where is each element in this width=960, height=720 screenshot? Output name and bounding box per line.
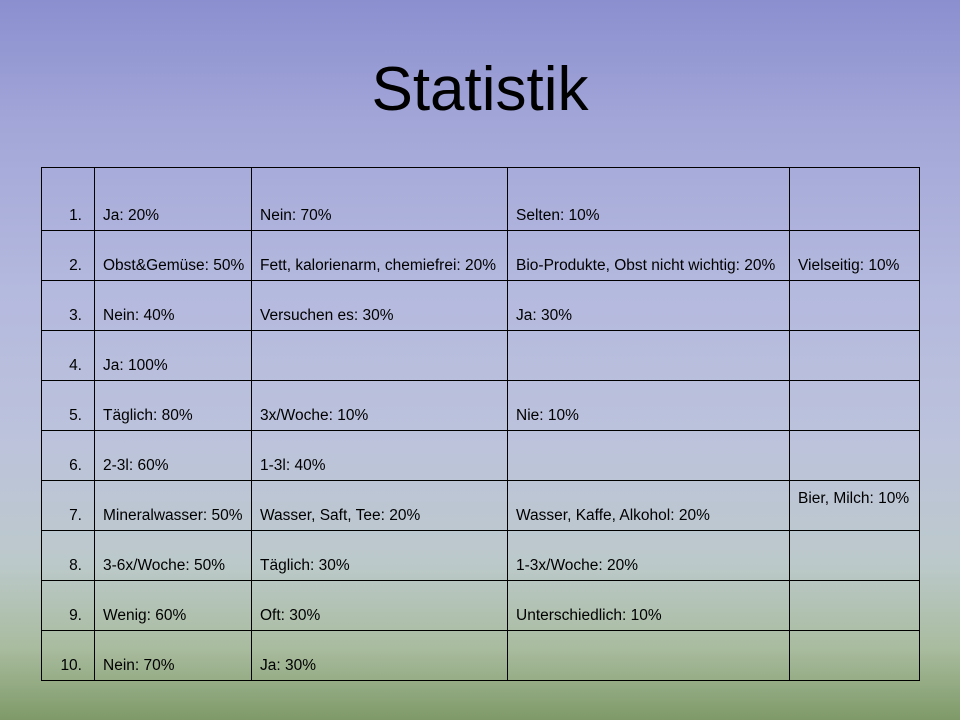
table-cell [789,580,920,631]
row-number: 3. [41,280,95,331]
table-row: 7. Mineralwasser: 50% Wasser, Saft, Tee:… [41,480,920,531]
table-cell: Ja: 30% [251,630,508,681]
table-cell: Nein: 70% [251,167,508,231]
table-cell: 2-3l: 60% [94,430,252,481]
table-cell: Wenig: 60% [94,580,252,631]
statistics-table: 1. Ja: 20% Nein: 70% Selten: 10% 2. Obst… [41,167,920,681]
table-cell: Oft: 30% [251,580,508,631]
table-row: 3. Nein: 40% Versuchen es: 30% Ja: 30% [41,280,920,331]
table-cell: Wasser, Kaffe, Alkohol: 20% [507,480,790,531]
table-cell [789,430,920,481]
table-cell: Ja: 100% [94,330,252,381]
table-cell [251,330,508,381]
table-cell [789,330,920,381]
table-cell: 1-3l: 40% [251,430,508,481]
table-cell: Selten: 10% [507,167,790,231]
row-number: 9. [41,580,95,631]
table-row: 2. Obst&Gemüse: 50% Fett, kalorienarm, c… [41,230,920,281]
row-number: 2. [41,230,95,281]
table-row: 9. Wenig: 60% Oft: 30% Unterschiedlich: … [41,580,920,631]
row-number: 6. [41,430,95,481]
table-row: 6. 2-3l: 60% 1-3l: 40% [41,430,920,481]
table-cell: Ja: 30% [507,280,790,331]
table-cell: 3-6x/Woche: 50% [94,530,252,581]
table-cell [789,630,920,681]
table-cell: 3x/Woche: 10% [251,380,508,431]
table-cell: Nie: 10% [507,380,790,431]
row-number: 8. [41,530,95,581]
table-cell: Mineralwasser: 50% [94,480,252,531]
table-cell: Wasser, Saft, Tee: 20% [251,480,508,531]
table-row: 8. 3-6x/Woche: 50% Täglich: 30% 1-3x/Woc… [41,530,920,581]
table-cell: Täglich: 30% [251,530,508,581]
table-cell: Versuchen es: 30% [251,280,508,331]
row-number: 4. [41,330,95,381]
table-cell: Bio-Produkte, Obst nicht wichtig: 20% [507,230,790,281]
table-cell [507,330,790,381]
table-cell: Nein: 40% [94,280,252,331]
table-cell [789,280,920,331]
table-cell: Täglich: 80% [94,380,252,431]
table-cell: Vielseitig: 10% [789,230,920,281]
table-row: 1. Ja: 20% Nein: 70% Selten: 10% [41,167,920,231]
row-number: 10. [41,630,95,681]
table-cell [507,430,790,481]
table-cell: 1-3x/Woche: 20% [507,530,790,581]
table-cell: Bier, Milch: 10% [789,480,920,531]
table-cell [507,630,790,681]
table-cell [789,530,920,581]
table-cell [789,380,920,431]
table-row: 10. Nein: 70% Ja: 30% [41,630,920,681]
row-number: 1. [41,167,95,231]
table-cell: Fett, kalorienarm, chemiefrei: 20% [251,230,508,281]
table-row: 5. Täglich: 80% 3x/Woche: 10% Nie: 10% [41,380,920,431]
table-cell: Nein: 70% [94,630,252,681]
table-cell [789,167,920,231]
table-row: 4. Ja: 100% [41,330,920,381]
row-number: 7. [41,480,95,531]
table-cell: Ja: 20% [94,167,252,231]
row-number: 5. [41,380,95,431]
slide-title: Statistik [371,55,589,124]
table-cell: Obst&Gemüse: 50% [94,230,252,281]
table-cell: Unterschiedlich: 10% [507,580,790,631]
